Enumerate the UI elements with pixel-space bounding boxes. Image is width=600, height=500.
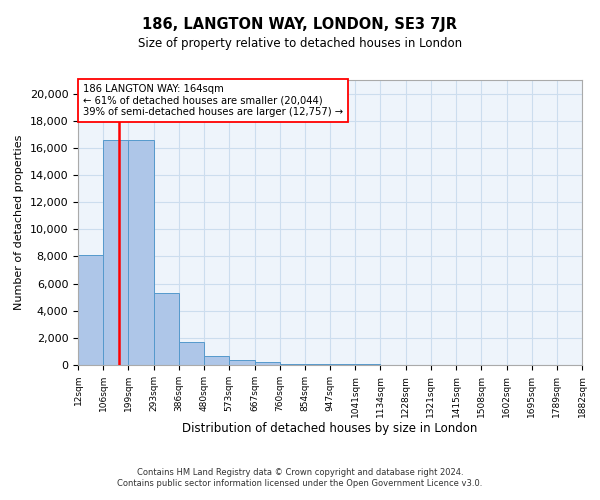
Bar xyxy=(305,364,330,365)
Text: 186 LANGTON WAY: 164sqm
← 61% of detached houses are smaller (20,044)
39% of sem: 186 LANGTON WAY: 164sqm ← 61% of detache… xyxy=(83,84,343,117)
Text: Size of property relative to detached houses in London: Size of property relative to detached ho… xyxy=(138,38,462,51)
Bar xyxy=(179,342,204,365)
Text: 186, LANGTON WAY, LONDON, SE3 7JR: 186, LANGTON WAY, LONDON, SE3 7JR xyxy=(143,18,458,32)
Bar xyxy=(330,364,355,365)
Bar xyxy=(254,362,280,365)
Bar xyxy=(204,356,229,365)
X-axis label: Distribution of detached houses by size in London: Distribution of detached houses by size … xyxy=(182,422,478,436)
Bar xyxy=(103,140,128,365)
Bar xyxy=(280,364,305,365)
Bar xyxy=(154,293,179,365)
Bar xyxy=(355,364,380,365)
Bar xyxy=(229,360,254,365)
Y-axis label: Number of detached properties: Number of detached properties xyxy=(14,135,24,310)
Bar xyxy=(128,140,154,365)
Bar xyxy=(78,255,103,365)
Text: Contains HM Land Registry data © Crown copyright and database right 2024.
Contai: Contains HM Land Registry data © Crown c… xyxy=(118,468,482,487)
